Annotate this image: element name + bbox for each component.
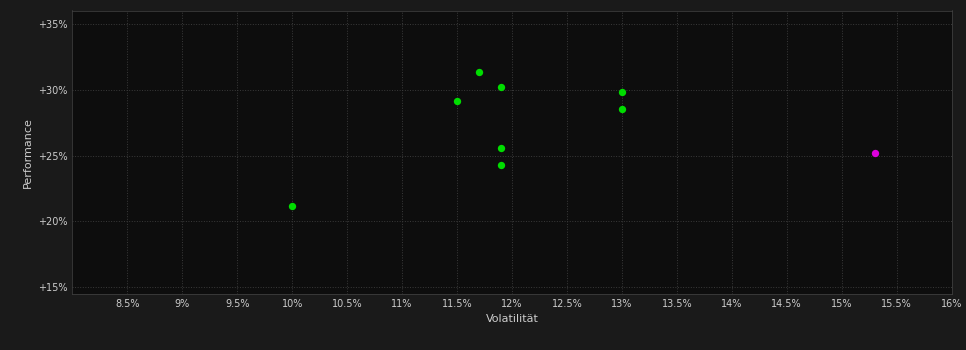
- Point: [867, 150, 882, 156]
- Point: [285, 203, 300, 209]
- Point: [449, 99, 465, 104]
- Y-axis label: Performance: Performance: [22, 117, 33, 188]
- X-axis label: Volatilität: Volatilität: [486, 314, 538, 324]
- Point: [494, 145, 509, 150]
- Point: [614, 90, 630, 95]
- Point: [471, 70, 487, 75]
- Point: [494, 162, 509, 168]
- Point: [614, 107, 630, 112]
- Point: [494, 84, 509, 90]
